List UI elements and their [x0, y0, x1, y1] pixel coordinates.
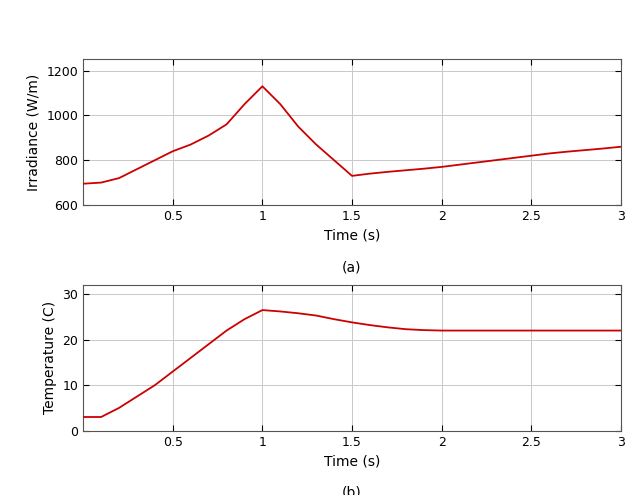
X-axis label: Time (s): Time (s) [324, 454, 380, 468]
Text: (b): (b) [342, 486, 362, 495]
X-axis label: Time (s): Time (s) [324, 228, 380, 243]
Text: (a): (a) [342, 260, 362, 274]
Y-axis label: Irradiance (W/m): Irradiance (W/m) [27, 74, 41, 191]
Y-axis label: Temperature (C): Temperature (C) [43, 301, 57, 414]
